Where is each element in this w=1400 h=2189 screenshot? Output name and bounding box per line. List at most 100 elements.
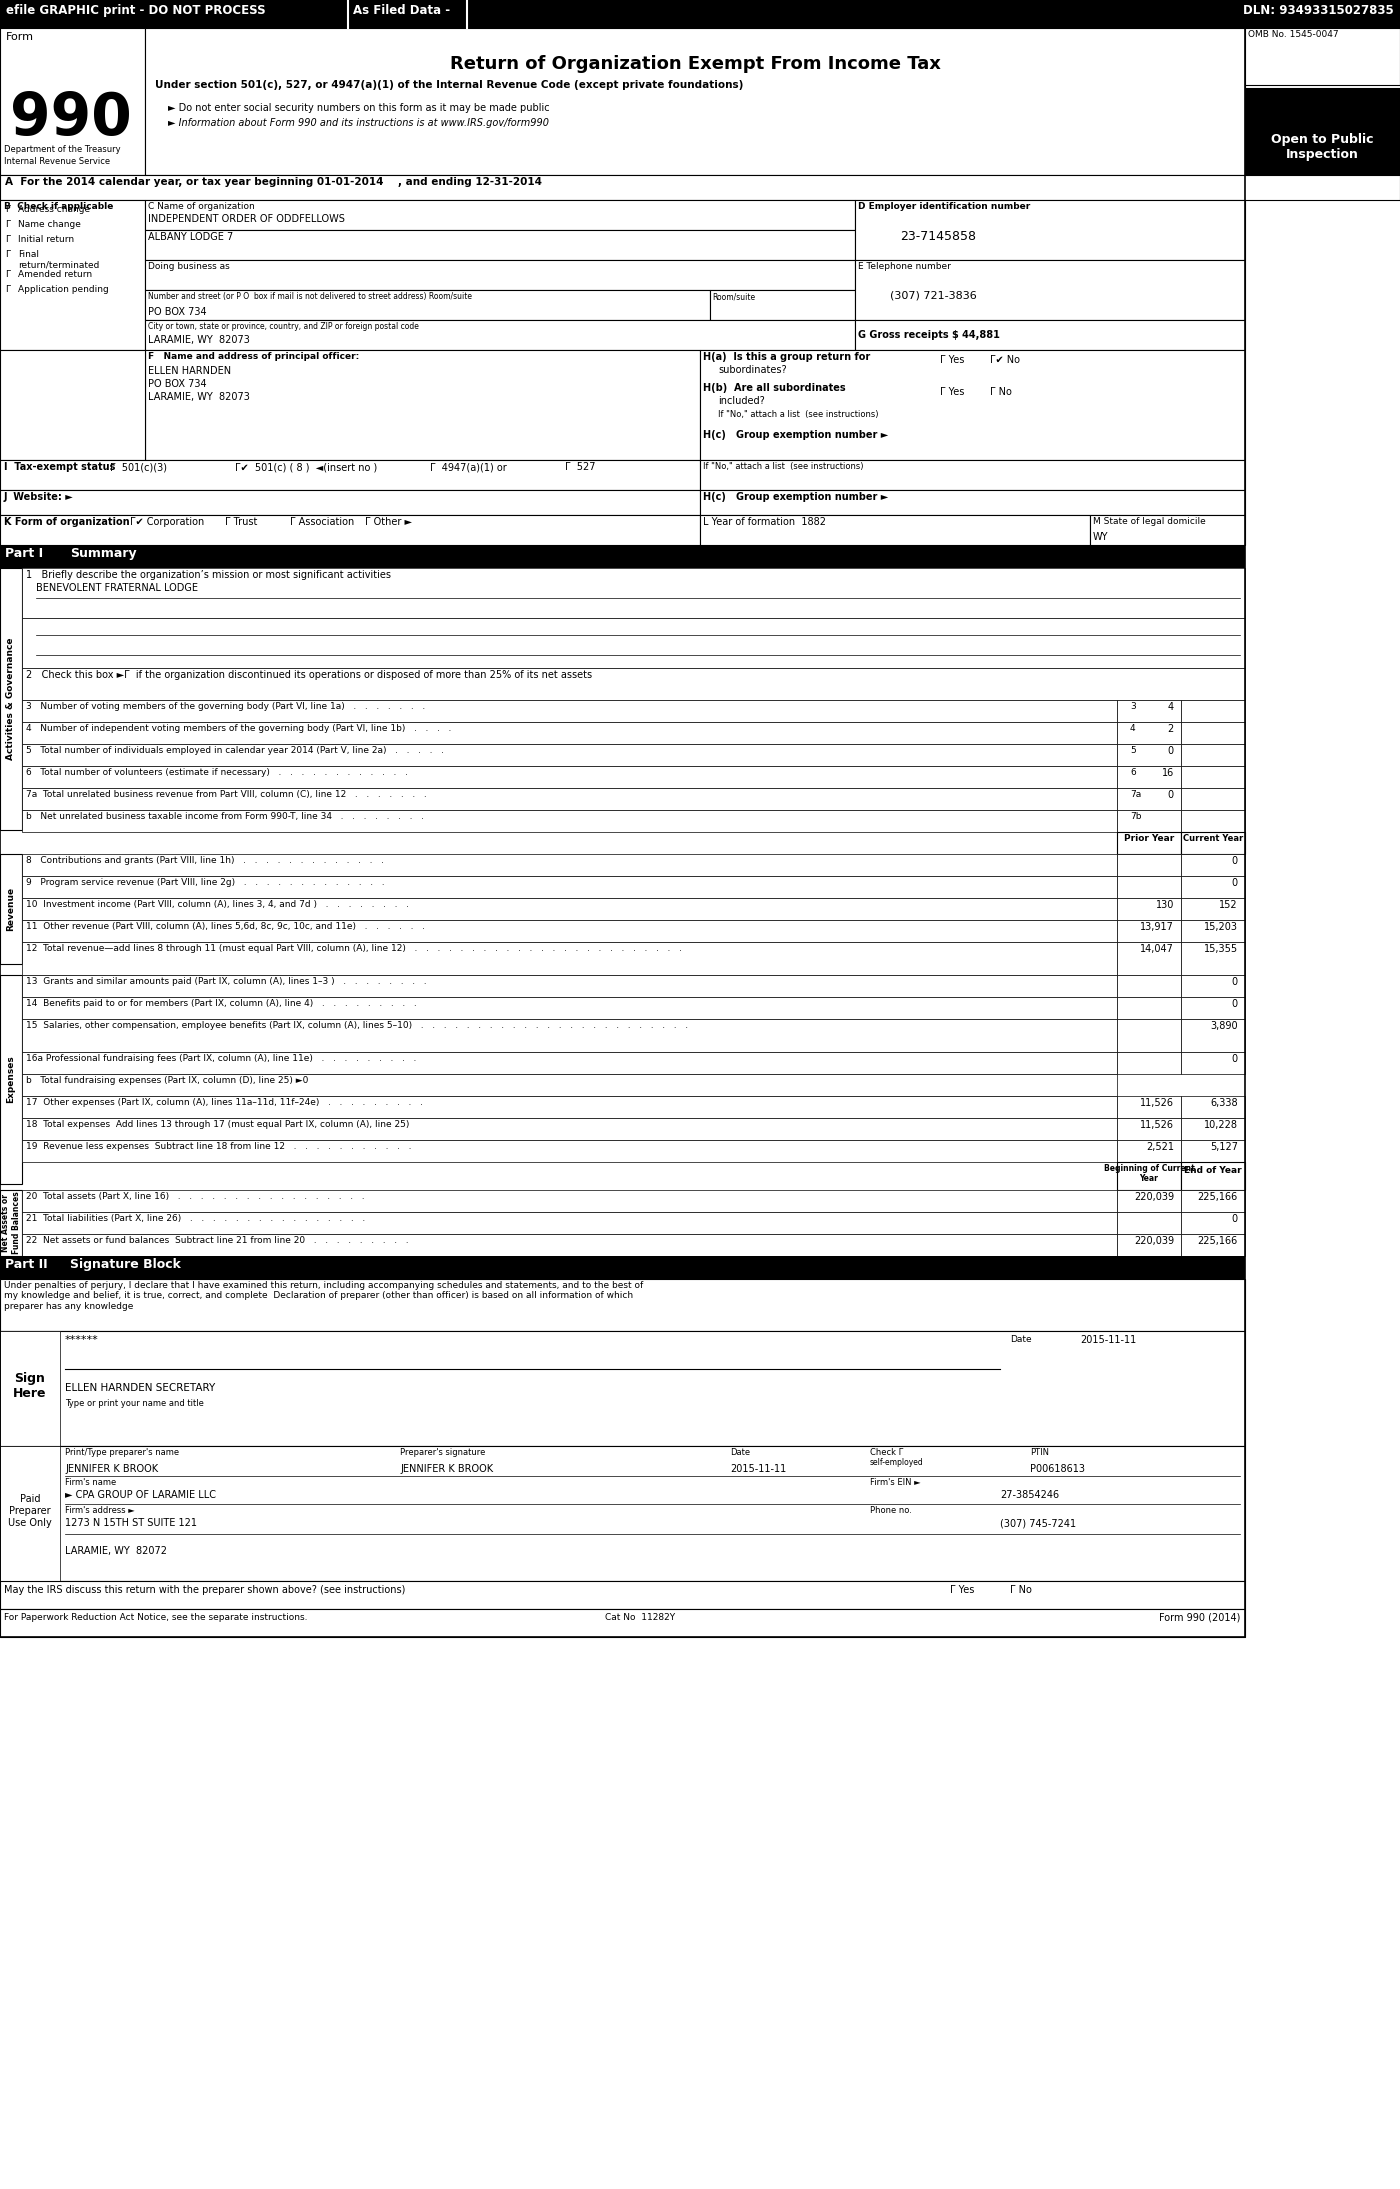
Bar: [1182, 897, 1245, 919]
Bar: [1117, 996, 1182, 1020]
Bar: [0, 854, 22, 963]
Text: Part II: Part II: [6, 1259, 48, 1272]
Bar: [1117, 941, 1182, 974]
Bar: [0, 545, 1245, 567]
Bar: [1091, 514, 1245, 545]
Bar: [22, 854, 1117, 876]
Bar: [146, 230, 855, 260]
Bar: [1182, 1191, 1245, 1213]
Text: C Name of organization: C Name of organization: [148, 201, 255, 210]
Text: 11,526: 11,526: [1140, 1099, 1175, 1108]
Bar: [0, 175, 1400, 199]
Text: WY: WY: [1093, 532, 1109, 543]
Text: 0: 0: [1168, 790, 1175, 799]
Text: Form 990 (2014): Form 990 (2014): [1159, 1613, 1240, 1622]
Text: For Paperwork Reduction Act Notice, see the separate instructions.: For Paperwork Reduction Act Notice, see …: [4, 1613, 308, 1622]
Text: F   Name and address of principal officer:: F Name and address of principal officer:: [148, 352, 360, 361]
Text: Amended return: Amended return: [18, 269, 92, 278]
Text: Phone no.: Phone no.: [869, 1506, 911, 1515]
Bar: [1182, 941, 1245, 974]
Bar: [22, 1191, 1117, 1213]
Text: E Telephone number: E Telephone number: [858, 263, 951, 271]
Bar: [710, 289, 855, 320]
Text: H(b)  Are all subordinates: H(b) Are all subordinates: [703, 383, 846, 394]
Bar: [1182, 1053, 1245, 1075]
Text: If "No," attach a list  (see instructions): If "No," attach a list (see instructions…: [703, 462, 864, 471]
Text: 22  Net assets or fund balances  Subtract line 21 from line 20   .   .   .   .  : 22 Net assets or fund balances Subtract …: [27, 1237, 409, 1246]
Bar: [0, 1331, 60, 1447]
Bar: [1245, 88, 1400, 175]
Text: 0: 0: [1232, 1215, 1238, 1224]
Bar: [0, 0, 1245, 1637]
Text: 10  Investment income (Part VIII, column (A), lines 3, 4, and 7d )   .   .   .  : 10 Investment income (Part VIII, column …: [27, 900, 409, 908]
Bar: [1182, 1119, 1245, 1140]
Bar: [22, 567, 1245, 617]
Bar: [1117, 766, 1182, 788]
Bar: [0, 0, 1400, 28]
Text: 11  Other revenue (Part VIII, column (A), lines 5,6d, 8c, 9c, 10c, and 11e)   . : 11 Other revenue (Part VIII, column (A),…: [27, 922, 426, 930]
Text: Signature Block: Signature Block: [70, 1259, 181, 1272]
Text: Γ  527: Γ 527: [566, 462, 595, 473]
Text: Final
return/terminated: Final return/terminated: [18, 250, 99, 269]
Text: Γ Yes: Γ Yes: [951, 1585, 974, 1596]
Bar: [146, 350, 700, 460]
Text: Γ✔ No: Γ✔ No: [990, 355, 1021, 366]
Text: Activities & Governance: Activities & Governance: [7, 637, 15, 760]
Text: Γ No: Γ No: [990, 387, 1012, 396]
Text: As Filed Data -: As Filed Data -: [353, 4, 451, 18]
Bar: [22, 668, 1245, 700]
Text: 6   Total number of volunteers (estimate if necessary)   .   .   .   .   .   .  : 6 Total number of volunteers (estimate i…: [27, 768, 407, 777]
Bar: [1245, 28, 1400, 85]
Text: 14,047: 14,047: [1140, 943, 1175, 954]
Bar: [146, 28, 1245, 175]
Text: Firm's address ►: Firm's address ►: [64, 1506, 134, 1515]
Text: BENEVOLENT FRATERNAL LODGE: BENEVOLENT FRATERNAL LODGE: [36, 582, 197, 593]
Text: Cat No  11282Y: Cat No 11282Y: [605, 1613, 675, 1622]
Text: Γ Other ►: Γ Other ►: [365, 517, 412, 528]
Text: Expenses: Expenses: [7, 1055, 15, 1103]
Bar: [22, 974, 1117, 996]
Text: 7a: 7a: [1130, 790, 1141, 799]
Text: LARAMIE, WY  82073: LARAMIE, WY 82073: [148, 335, 249, 346]
Bar: [1117, 1053, 1182, 1075]
Text: Γ: Γ: [6, 221, 10, 230]
Bar: [22, 1213, 1117, 1235]
Bar: [1182, 919, 1245, 941]
Text: 5: 5: [1130, 746, 1135, 755]
Text: b   Total fundraising expenses (Part IX, column (D), line 25) ►0: b Total fundraising expenses (Part IX, c…: [27, 1077, 308, 1086]
Text: Beginning of Current
Year: Beginning of Current Year: [1103, 1165, 1194, 1184]
Bar: [1117, 1097, 1182, 1119]
Text: Firm's EIN ►: Firm's EIN ►: [869, 1478, 921, 1486]
Text: Internal Revenue Service: Internal Revenue Service: [4, 158, 111, 166]
Text: Γ: Γ: [6, 206, 10, 215]
Text: ► CPA GROUP OF LARAMIE LLC: ► CPA GROUP OF LARAMIE LLC: [64, 1491, 216, 1499]
Text: End of Year: End of Year: [1184, 1167, 1242, 1175]
Bar: [0, 1580, 1245, 1609]
Bar: [0, 1191, 22, 1256]
Bar: [22, 722, 1117, 744]
Text: G Gross receipts $ 44,881: G Gross receipts $ 44,881: [858, 331, 1000, 339]
Text: A  For the 2014 calendar year, or tax year beginning 01-01-2014    , and ending : A For the 2014 calendar year, or tax yea…: [6, 177, 542, 186]
Bar: [700, 490, 1245, 514]
Text: 4: 4: [1130, 725, 1135, 733]
Text: 2   Check this box ►Γ  if the organization discontinued its operations or dispos: 2 Check this box ►Γ if the organization …: [27, 670, 592, 681]
Text: 15,203: 15,203: [1204, 922, 1238, 933]
Bar: [855, 199, 1245, 260]
Bar: [1182, 974, 1245, 996]
Bar: [1182, 1140, 1245, 1162]
Bar: [1117, 832, 1182, 854]
Text: Γ✔  501(c) ( 8 )  ◄(insert no ): Γ✔ 501(c) ( 8 ) ◄(insert no ): [235, 462, 377, 473]
Bar: [1182, 744, 1245, 766]
Bar: [1182, 1097, 1245, 1119]
Text: D Employer identification number: D Employer identification number: [858, 201, 1030, 210]
Text: 13,917: 13,917: [1140, 922, 1175, 933]
Text: 6: 6: [1130, 768, 1135, 777]
Text: 0: 0: [1232, 976, 1238, 987]
Bar: [22, 996, 1117, 1020]
Bar: [22, 617, 1245, 668]
Bar: [1117, 722, 1182, 744]
Text: 220,039: 220,039: [1134, 1237, 1175, 1246]
Bar: [1182, 1213, 1245, 1235]
Bar: [0, 28, 146, 175]
Text: DLN: 93493315027835: DLN: 93493315027835: [1243, 4, 1394, 18]
